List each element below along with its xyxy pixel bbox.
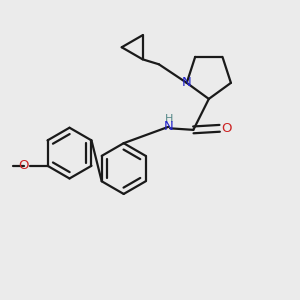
Text: H: H	[164, 114, 173, 124]
Text: N: N	[182, 76, 192, 89]
Text: O: O	[18, 159, 29, 172]
Text: N: N	[164, 120, 173, 133]
Text: O: O	[221, 122, 232, 135]
